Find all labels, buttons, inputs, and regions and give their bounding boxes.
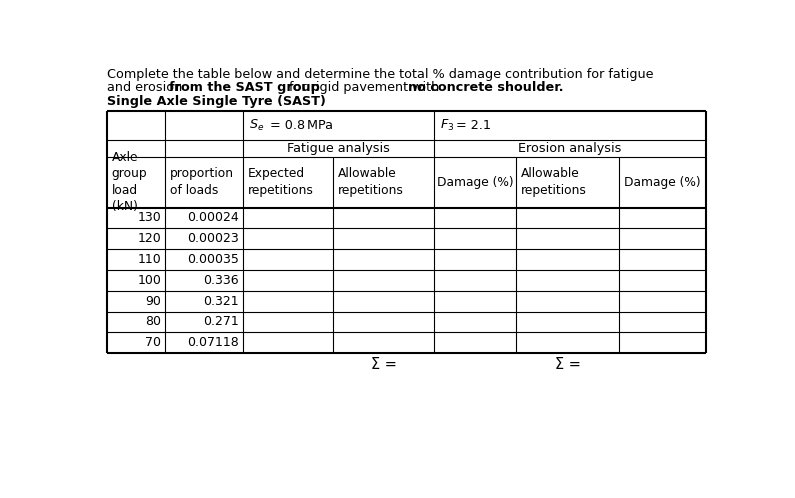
Text: 0.00024: 0.00024 (187, 212, 238, 225)
Text: for rigid pavement with: for rigid pavement with (285, 81, 444, 94)
Text: 120: 120 (138, 232, 161, 246)
Text: $F_3$: $F_3$ (440, 118, 455, 133)
Text: = 2.1: = 2.1 (456, 119, 491, 132)
Text: Single Axle Single Tyre (SAST): Single Axle Single Tyre (SAST) (107, 95, 326, 108)
Text: Damage (%): Damage (%) (437, 176, 514, 189)
Text: Fatigue analysis: Fatigue analysis (287, 142, 390, 155)
Text: MPa: MPa (296, 119, 333, 132)
Text: Complete the table below and determine the total % damage contribution for fatig: Complete the table below and determine t… (107, 68, 653, 81)
Text: 0.271: 0.271 (204, 315, 238, 329)
Text: Axle
group
load
(kN): Axle group load (kN) (112, 151, 147, 214)
Text: 0.321: 0.321 (204, 295, 238, 308)
Text: Erosion analysis: Erosion analysis (518, 142, 622, 155)
Text: and erosion: and erosion (107, 81, 186, 94)
Text: $S_e$: $S_e$ (249, 118, 264, 133)
Text: 100: 100 (138, 274, 161, 287)
Text: 0.336: 0.336 (204, 274, 238, 287)
Text: 90: 90 (145, 295, 161, 308)
Text: 130: 130 (138, 212, 161, 225)
Text: Damage (%): Damage (%) (624, 176, 700, 189)
Text: Expected
repetitions: Expected repetitions (247, 167, 313, 197)
Text: 80: 80 (145, 315, 161, 329)
Text: Σ =: Σ = (555, 357, 580, 372)
Text: 110: 110 (138, 253, 161, 266)
Text: Allowable
repetitions: Allowable repetitions (521, 167, 587, 197)
Text: = 0.8: = 0.8 (266, 119, 305, 132)
Text: 70: 70 (145, 336, 161, 349)
Text: 0.00023: 0.00023 (187, 232, 238, 246)
Text: no concrete shoulder.: no concrete shoulder. (408, 81, 564, 94)
Text: Allowable
repetitions: Allowable repetitions (338, 167, 404, 197)
Text: 0.00035: 0.00035 (187, 253, 238, 266)
Text: from the SAST group: from the SAST group (169, 81, 320, 94)
Text: proportion
of loads: proportion of loads (170, 167, 234, 197)
Text: Σ =: Σ = (370, 357, 397, 372)
Text: 0.07118: 0.07118 (187, 336, 238, 349)
